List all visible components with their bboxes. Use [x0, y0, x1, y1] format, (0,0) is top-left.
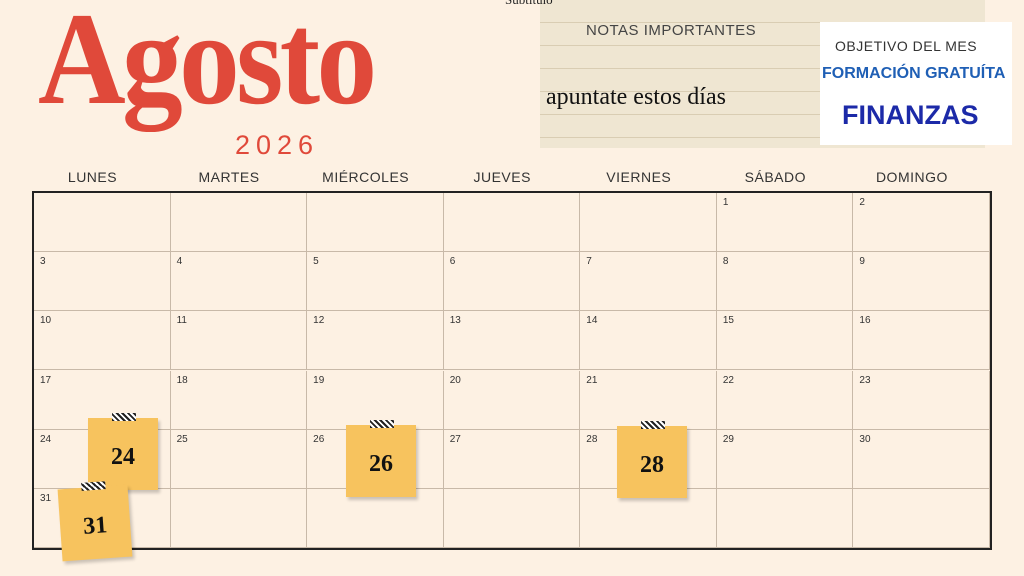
day-cell: 8 [716, 252, 854, 312]
notes-title: NOTAS IMPORTANTES [586, 22, 757, 39]
tape [112, 413, 136, 421]
weekday: LUNES [67, 169, 118, 185]
goal-line: FORMACIÓN GRATUÍTA [822, 65, 1006, 82]
day-cell: 9 [853, 252, 990, 312]
day-cell: 12 [307, 311, 444, 371]
goal-box [820, 22, 1012, 145]
day-cell: 4 [170, 252, 308, 312]
day-cell [307, 488, 444, 548]
day-cell: 25 [170, 429, 308, 489]
goal-line: FINANZAS [842, 100, 979, 130]
tape [370, 420, 394, 428]
day-cell [580, 193, 717, 253]
weekday: MARTES [198, 169, 260, 185]
day-cell [580, 488, 717, 548]
day-cell: 11 [170, 311, 308, 371]
day-cell [34, 193, 171, 253]
day-cell: 22 [716, 370, 854, 430]
day-cell: 1 [716, 193, 854, 253]
day-cell: 3 [34, 252, 171, 312]
sticky-note: 31 [57, 481, 133, 562]
day-cell [170, 488, 308, 548]
day-cell: 2 [853, 193, 990, 253]
tape [641, 421, 665, 429]
weekday: VIERNES [606, 169, 672, 185]
day-cell: 13 [443, 311, 581, 371]
day-cell: 23 [853, 370, 990, 430]
day-cell: 29 [716, 429, 854, 489]
sticky-note: 28 [617, 421, 687, 498]
day-cell: 18 [170, 370, 308, 430]
day-cell [716, 488, 854, 548]
day-cell [853, 488, 990, 548]
year: 2026 [235, 130, 320, 160]
subtitle: Subtítulo [505, 0, 553, 8]
sticky-note: 24 [88, 413, 158, 490]
month-title: Agosto [38, 0, 377, 132]
day-cell: 15 [716, 311, 854, 371]
weekday: MIÉRCOLES [322, 169, 410, 185]
day-cell: 6 [443, 252, 581, 312]
day-cell: 20 [443, 370, 581, 430]
day-cell [307, 193, 444, 253]
goal-label: OBJETIVO DEL MES [835, 38, 978, 54]
day-cell [170, 193, 308, 253]
day-cell [443, 488, 581, 548]
day-cell: 16 [853, 311, 990, 371]
weekday: SÁBADO [744, 169, 807, 185]
day-cell: 7 [580, 252, 717, 312]
calendar-grid: 1 2 3 4 5 6 7 8 9 10 11 12 13 14 15 16 17 18 19 20 21 22 23 24 2… [32, 191, 992, 550]
tape [81, 481, 106, 491]
sticky-note: 26 [346, 420, 416, 497]
day-cell: 27 [443, 429, 581, 489]
weekday: DOMINGO [875, 169, 948, 185]
day-cell: 10 [34, 311, 171, 371]
day-cell [443, 193, 581, 253]
notes-text: apuntate estos días [546, 84, 726, 110]
day-cell: 5 [307, 252, 444, 312]
day-cell: 30 [853, 429, 990, 489]
day-cell: 14 [580, 311, 717, 371]
weekday: JUEVES [473, 169, 531, 185]
